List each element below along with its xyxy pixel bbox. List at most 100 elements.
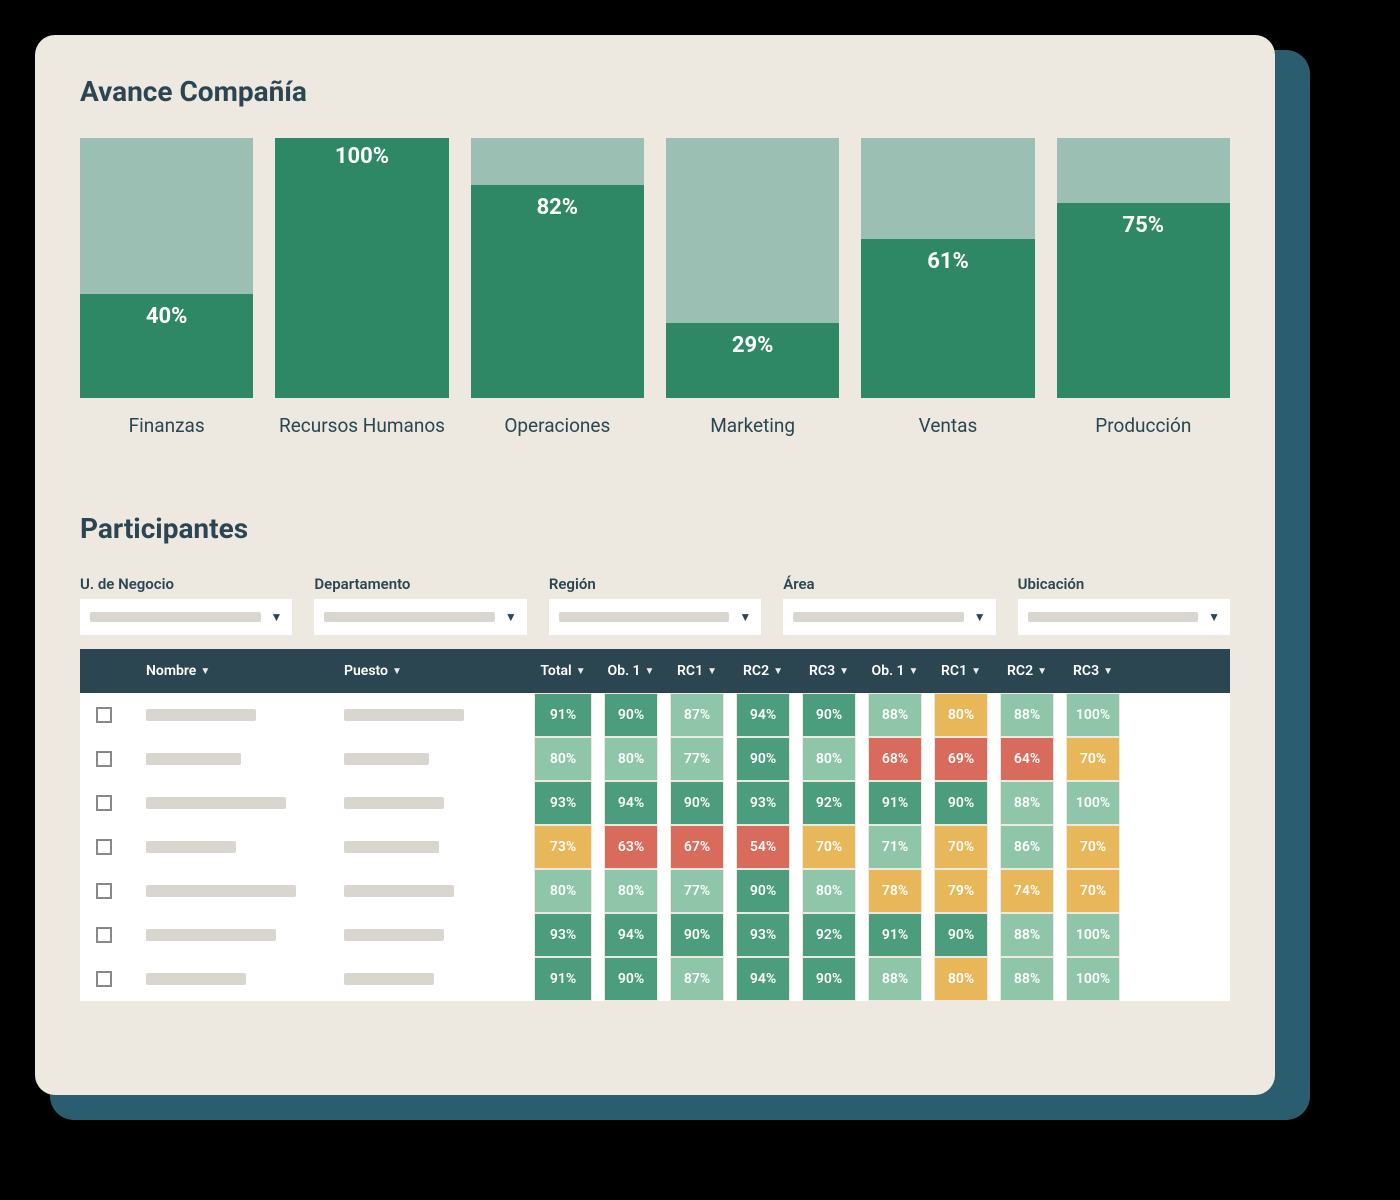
row-checkbox[interactable] (96, 707, 112, 723)
heat-cell: 70% (934, 825, 988, 869)
filter-dropdown[interactable]: ▼ (80, 599, 292, 635)
table-column-header[interactable]: RC2▼ (994, 663, 1060, 679)
table-column-header[interactable]: RC1▼ (928, 663, 994, 679)
row-checkbox[interactable] (96, 883, 112, 899)
heat-cell: 90% (670, 913, 724, 957)
row-checkbox[interactable] (96, 751, 112, 767)
table-column-header[interactable]: Ob. 1▼ (598, 663, 664, 679)
sort-icon: ▼ (773, 666, 783, 677)
heat-cell: 79% (934, 869, 988, 913)
filter-dropdown[interactable]: ▼ (314, 599, 526, 635)
row-checkbox[interactable] (96, 927, 112, 943)
heat-cell: 88% (868, 693, 922, 737)
sort-icon: ▼ (971, 666, 981, 677)
table-row: 80%80%77%90%80%68%69%64%70% (80, 737, 1230, 781)
heat-cell: 90% (934, 781, 988, 825)
heat-cell: 88% (1000, 781, 1054, 825)
bar-value-label: 100% (275, 144, 448, 169)
heat-cell: 70% (1066, 737, 1120, 781)
heat-cell: 80% (802, 869, 856, 913)
heat-cell: 80% (604, 737, 658, 781)
table-column-header[interactable]: RC1▼ (664, 663, 730, 679)
row-checkbox[interactable] (96, 795, 112, 811)
filter-label: Región (549, 575, 761, 593)
filter: Región ▼ (549, 575, 761, 635)
table-row: 91%90%87%94%90%88%80%88%100% (80, 693, 1230, 737)
chart-bar: 61%Ventas (861, 138, 1034, 462)
table-column-header[interactable]: RC2▼ (730, 663, 796, 679)
heat-cell: 67% (670, 825, 724, 869)
table-column-header[interactable]: RC3▼ (1060, 663, 1126, 679)
heat-cell: 80% (934, 957, 988, 1001)
table-column-header[interactable]: Puesto▼ (338, 663, 528, 679)
bar-category-label: Recursos Humanos (279, 414, 445, 462)
chart-bar: 82% Operaciones (471, 138, 644, 462)
filter-label: Departamento (314, 575, 526, 593)
heat-cell: 64% (1000, 737, 1054, 781)
heat-cell: 77% (670, 737, 724, 781)
sort-icon: ▼ (576, 666, 586, 677)
heat-cell: 94% (604, 913, 658, 957)
chevron-down-icon: ▼ (271, 610, 283, 624)
sort-icon: ▼ (200, 666, 210, 677)
heat-cell: 70% (1066, 869, 1120, 913)
heat-cell: 94% (736, 957, 790, 1001)
filter: Departamento ▼ (314, 575, 526, 635)
table-column-header[interactable]: RC3▼ (796, 663, 862, 679)
heat-cell: 86% (1000, 825, 1054, 869)
heat-cell: 93% (534, 781, 592, 825)
table-column-header[interactable]: Nombre▼ (128, 663, 338, 679)
progress-bar-chart: 40% Finanzas 100% Recursos Humanos 82% Operac… (80, 138, 1230, 462)
row-checkbox[interactable] (96, 971, 112, 987)
bar-category-label: Finanzas (129, 414, 205, 462)
heat-cell: 88% (1000, 913, 1054, 957)
heat-cell: 74% (1000, 869, 1054, 913)
bar-value-label: 75% (1123, 203, 1165, 238)
bar-value-label: 40% (146, 294, 188, 329)
heat-cell: 87% (670, 957, 724, 1001)
table-column-header[interactable]: Total▼ (528, 663, 598, 679)
heat-cell: 80% (534, 737, 592, 781)
heat-cell: 100% (1066, 781, 1120, 825)
filter: U. de Negocio▼ (80, 575, 292, 635)
filters-row: U. de Negocio▼Departamento▼Región▼Área▼U… (80, 575, 1230, 635)
bar-value-label: 82% (537, 185, 579, 220)
chevron-down-icon: ▼ (1208, 610, 1220, 624)
heat-cell: 90% (670, 781, 724, 825)
table-row: 93%94%90%93%92%91%90%88%100% (80, 913, 1230, 957)
heat-cell: 92% (802, 913, 856, 957)
filter: Área▼ (783, 575, 995, 635)
heat-cell: 88% (868, 957, 922, 1001)
chevron-down-icon: ▼ (739, 610, 751, 624)
heat-cell: 90% (604, 693, 658, 737)
heat-cell: 100% (1066, 693, 1120, 737)
row-checkbox[interactable] (96, 839, 112, 855)
filter-dropdown[interactable]: ▼ (783, 599, 995, 635)
heat-cell: 71% (868, 825, 922, 869)
filter-label: Ubicación (1018, 575, 1230, 593)
chevron-down-icon: ▼ (505, 610, 517, 624)
heat-cell: 77% (670, 869, 724, 913)
heat-cell: 91% (868, 781, 922, 825)
heat-cell: 70% (802, 825, 856, 869)
filter-dropdown[interactable]: ▼ (549, 599, 761, 635)
sort-icon: ▼ (909, 666, 919, 677)
heat-cell: 100% (1066, 913, 1120, 957)
heat-cell: 80% (604, 869, 658, 913)
sort-icon: ▼ (707, 666, 717, 677)
heat-cell: 80% (802, 737, 856, 781)
bar-category-label: Marketing (710, 414, 795, 462)
bar-category-label: Operaciones (504, 414, 610, 462)
sort-icon: ▼ (839, 666, 849, 677)
participants-title: Participantes (80, 512, 1230, 545)
filter-dropdown[interactable]: ▼ (1018, 599, 1230, 635)
table-column-header[interactable]: Ob. 1▼ (862, 663, 928, 679)
heat-cell: 90% (604, 957, 658, 1001)
participants-table: Nombre▼Puesto▼Total▼Ob. 1▼RC1▼RC2▼RC3▼Ob… (80, 649, 1230, 1001)
heat-cell: 91% (868, 913, 922, 957)
table-body: 91%90%87%94%90%88%80%88%100%80%80%77%90%… (80, 693, 1230, 1001)
heat-cell: 78% (868, 869, 922, 913)
heat-cell: 90% (736, 737, 790, 781)
heat-cell: 100% (1066, 957, 1120, 1001)
filter: Ubicación ▼ (1018, 575, 1230, 635)
